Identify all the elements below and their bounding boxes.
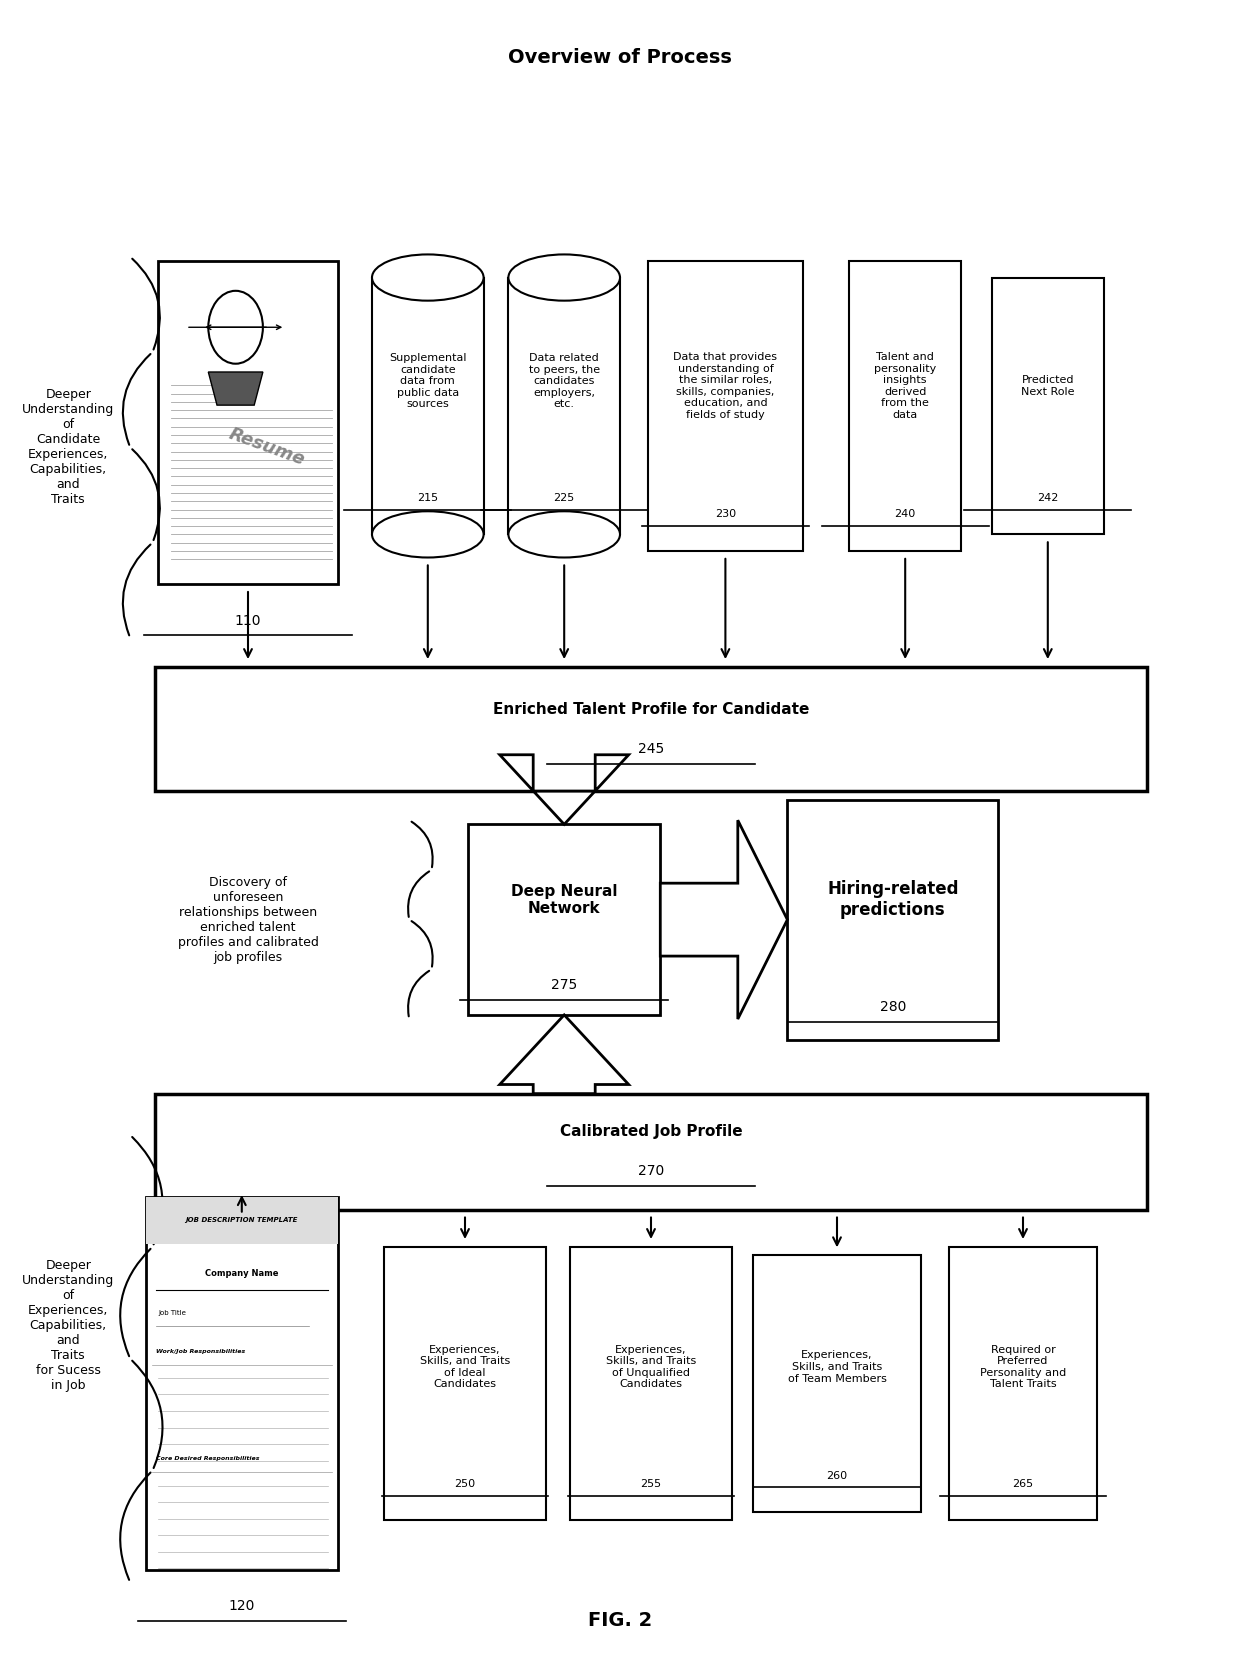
- Text: Deeper
Understanding
of
Candidate
Experiences,
Capabilities,
and
Traits: Deeper Understanding of Candidate Experi…: [22, 388, 114, 507]
- FancyBboxPatch shape: [155, 1094, 1147, 1210]
- FancyBboxPatch shape: [849, 260, 961, 550]
- Text: Company Name: Company Name: [205, 1269, 279, 1278]
- FancyBboxPatch shape: [992, 277, 1104, 534]
- Ellipse shape: [508, 255, 620, 300]
- Text: Experiences,
Skills, and Traits
of Unqualified
Candidates: Experiences, Skills, and Traits of Unqua…: [606, 1344, 696, 1390]
- Circle shape: [208, 292, 263, 363]
- Text: 275: 275: [551, 978, 578, 993]
- Text: Deeper
Understanding
of
Experiences,
Capabilities,
and
Traits
for Sucess
in Job: Deeper Understanding of Experiences, Cap…: [22, 1259, 114, 1392]
- Text: Data that provides
understanding of
the similar roles,
skills, companies,
educat: Data that provides understanding of the …: [673, 351, 777, 421]
- Text: Core Desired Responsibilities: Core Desired Responsibilities: [156, 1457, 259, 1461]
- Polygon shape: [500, 754, 629, 824]
- Text: 242: 242: [1037, 492, 1059, 504]
- Text: Enriched Talent Profile for Candidate: Enriched Talent Profile for Candidate: [492, 701, 810, 717]
- FancyBboxPatch shape: [570, 1246, 732, 1521]
- Bar: [508, 277, 620, 534]
- Text: Supplemental
candidate
data from
public data
sources: Supplemental candidate data from public …: [389, 353, 466, 409]
- Text: 270: 270: [637, 1165, 665, 1178]
- Text: Experiences,
Skills, and Traits
of Team Members: Experiences, Skills, and Traits of Team …: [787, 1350, 887, 1384]
- Text: 245: 245: [637, 742, 665, 756]
- Text: 260: 260: [826, 1470, 848, 1481]
- Text: Overview of Process: Overview of Process: [508, 48, 732, 68]
- Text: 265: 265: [1012, 1478, 1034, 1490]
- FancyBboxPatch shape: [787, 800, 998, 1041]
- FancyBboxPatch shape: [159, 260, 337, 583]
- Ellipse shape: [372, 255, 484, 300]
- Ellipse shape: [372, 512, 484, 557]
- Text: Resume: Resume: [226, 426, 308, 469]
- FancyBboxPatch shape: [647, 260, 804, 550]
- Text: 120: 120: [228, 1599, 255, 1614]
- Polygon shape: [500, 1014, 629, 1094]
- FancyBboxPatch shape: [146, 1196, 337, 1243]
- Text: Work/Job Responsibilities: Work/Job Responsibilities: [156, 1349, 244, 1354]
- FancyBboxPatch shape: [469, 824, 660, 1014]
- FancyBboxPatch shape: [949, 1246, 1097, 1521]
- Polygon shape: [208, 371, 263, 406]
- Text: 280: 280: [879, 999, 906, 1014]
- Text: Required or
Preferred
Personality and
Talent Traits: Required or Preferred Personality and Ta…: [980, 1344, 1066, 1390]
- Text: Predicted
Next Role: Predicted Next Role: [1021, 374, 1075, 398]
- Text: Data related
to peers, the
candidates
employers,
etc.: Data related to peers, the candidates em…: [528, 353, 600, 409]
- Text: FIG. 2: FIG. 2: [588, 1611, 652, 1630]
- Polygon shape: [660, 820, 787, 1019]
- FancyBboxPatch shape: [146, 1196, 337, 1571]
- Text: JOB DESCRIPTION TEMPLATE: JOB DESCRIPTION TEMPLATE: [186, 1218, 298, 1223]
- Text: Discovery of
unforeseen
relationships between
enriched talent
profiles and calib: Discovery of unforeseen relationships be…: [177, 875, 319, 964]
- FancyBboxPatch shape: [384, 1246, 546, 1521]
- Ellipse shape: [508, 512, 620, 557]
- Text: Hiring-related
predictions: Hiring-related predictions: [827, 880, 959, 920]
- Text: 110: 110: [234, 613, 262, 628]
- FancyBboxPatch shape: [754, 1256, 920, 1511]
- Text: 240: 240: [894, 509, 916, 520]
- Text: 230: 230: [714, 509, 737, 520]
- Text: 255: 255: [640, 1478, 662, 1490]
- Bar: [372, 277, 484, 534]
- Text: Deep Neural
Network: Deep Neural Network: [511, 883, 618, 916]
- Text: Talent and
personality
insights
derived
from the
data: Talent and personality insights derived …: [874, 351, 936, 421]
- Text: 215: 215: [417, 492, 439, 504]
- Text: Calibrated Job Profile: Calibrated Job Profile: [559, 1123, 743, 1140]
- Text: Experiences,
Skills, and Traits
of Ideal
Candidates: Experiences, Skills, and Traits of Ideal…: [420, 1344, 510, 1390]
- Text: 225: 225: [553, 492, 575, 504]
- Text: 250: 250: [454, 1478, 476, 1490]
- Text: Job Title: Job Title: [159, 1311, 186, 1316]
- FancyBboxPatch shape: [155, 666, 1147, 790]
